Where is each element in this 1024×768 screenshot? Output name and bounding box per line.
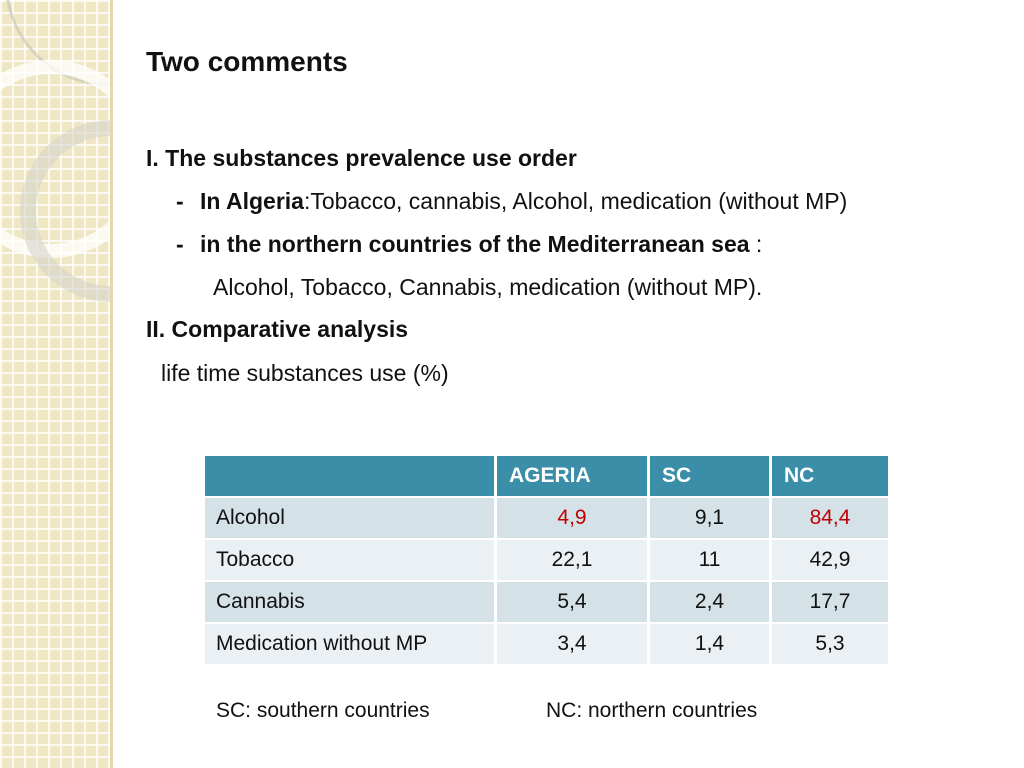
header-cell-nc: NC (772, 456, 888, 498)
side-band-edge (110, 0, 113, 768)
algeria-order-text: :Tobacco, cannabis, Alcohol, medication … (303, 188, 848, 214)
cell-nc: 42,9 (772, 540, 888, 582)
northern-colon: : (749, 231, 763, 257)
cell-sc: 11 (650, 540, 772, 582)
cell-nc: 5,3 (772, 624, 888, 666)
bullet-dash: - (176, 231, 184, 257)
cell-algeria: 5,4 (497, 582, 650, 624)
northern-order-text: Alcohol, Tobacco, Cannabis, medication (… (213, 274, 763, 300)
decorative-side-band (0, 0, 113, 768)
table-row: Alcohol 4,9 9,1 84,4 (205, 498, 888, 540)
header-cell-empty (205, 456, 497, 498)
table-caption: life time substances use (%) (161, 360, 449, 386)
header-cell-sc: SC (650, 456, 772, 498)
northern-order-line: - in the northern countries of the Medite… (176, 231, 762, 258)
cell-algeria: 22,1 (497, 540, 650, 582)
header-cell-algeria: AGERIA (497, 456, 650, 498)
cell-sc: 1,4 (650, 624, 772, 666)
footnote-sc: SC: southern countries (216, 699, 430, 722)
row-label: Medication without MP (205, 624, 497, 666)
section-2-heading: II. Comparative analysis (146, 316, 409, 342)
cell-sc: 9,1 (650, 498, 772, 540)
table-header-row: AGERIA SC NC (205, 456, 888, 498)
row-label: Cannabis (205, 582, 497, 624)
cell-sc: 2,4 (650, 582, 772, 624)
table-row: Medication without MP 3,4 1,4 5,3 (205, 624, 888, 666)
section-1-heading: I. The substances prevalence use order (146, 145, 577, 171)
bullet-dash: - (176, 188, 184, 214)
cell-algeria: 4,9 (497, 498, 650, 540)
slide-title: Two comments (146, 46, 348, 77)
cell-nc: 17,7 (772, 582, 888, 624)
table-row: Tobacco 22,1 11 42,9 (205, 540, 888, 582)
northern-label: in the northern countries of the Mediter… (200, 231, 750, 257)
algeria-order-line: - In Algeria:Tobacco, cannabis, Alcohol, … (176, 188, 847, 215)
comparison-table: AGERIA SC NC Alcohol 4,9 9,1 84,4 Tobacc… (205, 456, 888, 666)
cell-nc: 84,4 (772, 498, 888, 540)
row-label: Alcohol (205, 498, 497, 540)
footnote-nc: NC: northern countries (546, 699, 758, 722)
algeria-label: In Algeria (200, 188, 304, 214)
cell-algeria: 3,4 (497, 624, 650, 666)
table-row: Cannabis 5,4 2,4 17,7 (205, 582, 888, 624)
row-label: Tobacco (205, 540, 497, 582)
